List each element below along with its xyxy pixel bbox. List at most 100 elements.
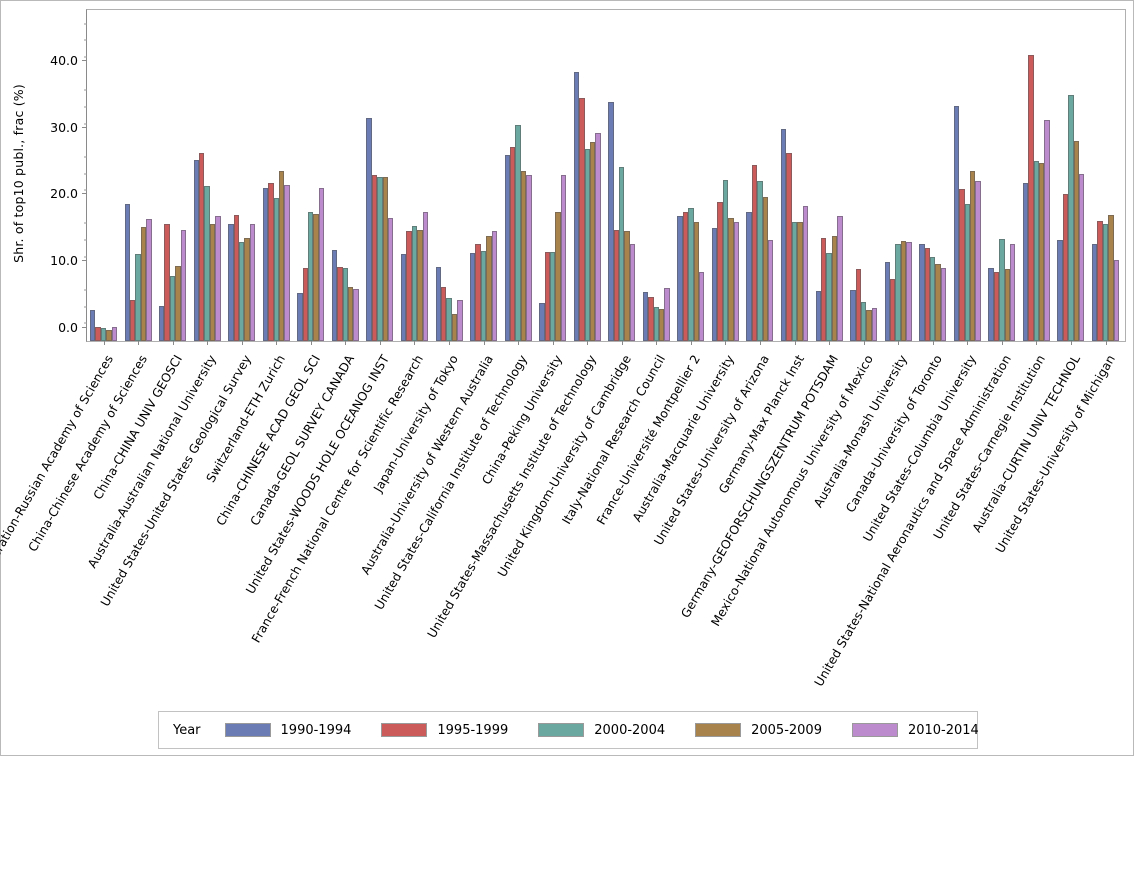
legend-color-swatch bbox=[225, 723, 271, 737]
bar[interactable] bbox=[803, 206, 808, 341]
x-axis-label: Canada-GEOL SURVEY CANADA bbox=[45, 353, 357, 879]
bar[interactable] bbox=[492, 231, 497, 341]
bar[interactable] bbox=[526, 175, 531, 341]
bar-group bbox=[885, 10, 912, 341]
legend-title: Year bbox=[173, 723, 201, 738]
bar[interactable] bbox=[112, 327, 117, 341]
x-axis-tick-mark bbox=[760, 341, 761, 345]
x-axis-tick-mark bbox=[622, 341, 623, 345]
x-axis-tick-mark bbox=[725, 341, 726, 345]
x-axis-label: China-Chinese Academy of Sciences bbox=[0, 353, 150, 879]
bar[interactable] bbox=[146, 219, 151, 341]
bar[interactable] bbox=[768, 240, 773, 341]
x-axis-label: France-Université Montpellier 2 bbox=[391, 353, 703, 879]
y-axis-tick-mark bbox=[82, 127, 87, 128]
x-axis-label: Germany-Max Planck Inst bbox=[494, 353, 806, 879]
bar-group bbox=[332, 10, 359, 341]
x-axis-label: Australia-Australian National University bbox=[0, 353, 219, 879]
bar-group bbox=[194, 10, 221, 341]
bar-group bbox=[608, 10, 635, 341]
x-axis-label: Russian Federation-Russian Academy of Sc… bbox=[0, 353, 116, 879]
bar-group bbox=[677, 10, 704, 341]
bar-group bbox=[436, 10, 463, 341]
x-axis-tick-mark bbox=[1036, 341, 1037, 345]
bar[interactable] bbox=[181, 230, 186, 341]
bar-group bbox=[919, 10, 946, 341]
bar[interactable] bbox=[699, 272, 704, 341]
x-axis-tick-mark bbox=[311, 341, 312, 345]
x-axis-label: China-Peking University bbox=[253, 353, 565, 879]
y-axis-minor-tick bbox=[84, 23, 87, 24]
legend-entries: 1990-1994 1995-1999 2000-2004 2005-2009 2010… bbox=[225, 723, 1009, 738]
bar[interactable] bbox=[215, 216, 220, 341]
y-axis-minor-tick bbox=[84, 40, 87, 41]
x-axis-tick-mark bbox=[656, 341, 657, 345]
chart-legend: Year 1990-1994 1995-1999 2000-2004 2005-200… bbox=[158, 711, 978, 749]
y-axis-tick: 40.0 bbox=[50, 54, 87, 68]
y-axis-minor-tick bbox=[84, 156, 87, 157]
legend-entry[interactable]: 2005-2009 bbox=[695, 723, 822, 738]
bar[interactable] bbox=[1010, 244, 1015, 341]
y-axis-minor-tick bbox=[84, 306, 87, 307]
x-axis-tick-mark bbox=[691, 341, 692, 345]
bar-group bbox=[574, 10, 601, 341]
y-axis-tick: 0.0 bbox=[58, 320, 87, 334]
bar[interactable] bbox=[353, 289, 358, 341]
bar-group bbox=[1092, 10, 1119, 341]
x-axis-label: United States-Columbia University bbox=[667, 353, 979, 879]
bar-group bbox=[159, 10, 186, 341]
x-axis-tick-mark bbox=[967, 341, 968, 345]
bar-group bbox=[297, 10, 324, 341]
y-axis-minor-tick bbox=[84, 290, 87, 291]
legend-color-swatch bbox=[695, 723, 741, 737]
bar[interactable] bbox=[388, 218, 393, 341]
y-axis-minor-tick bbox=[84, 56, 87, 57]
legend-entry[interactable]: 2010-2014 bbox=[852, 723, 979, 738]
x-axis-tick-mark bbox=[380, 341, 381, 345]
bar[interactable] bbox=[941, 268, 946, 341]
x-axis-label: Australia-University of Western Australi… bbox=[184, 353, 496, 879]
x-axis-tick-mark bbox=[138, 341, 139, 345]
bar-group bbox=[505, 10, 532, 341]
bar[interactable] bbox=[319, 188, 324, 341]
y-axis-minor-tick bbox=[84, 90, 87, 91]
legend-label: 1995-1999 bbox=[437, 723, 508, 738]
bar[interactable] bbox=[1044, 120, 1049, 341]
bar[interactable] bbox=[837, 216, 842, 341]
x-axis-tick-mark bbox=[795, 341, 796, 345]
bar[interactable] bbox=[872, 308, 877, 341]
bar-group bbox=[470, 10, 497, 341]
y-axis-minor-tick bbox=[84, 223, 87, 224]
legend-label: 1990-1994 bbox=[281, 723, 352, 738]
y-axis-minor-tick bbox=[84, 256, 87, 257]
bar[interactable] bbox=[457, 300, 462, 341]
bar[interactable] bbox=[1079, 174, 1084, 341]
legend-label: 2000-2004 bbox=[594, 723, 665, 738]
bar[interactable] bbox=[423, 212, 428, 341]
legend-label: 2010-2014 bbox=[908, 723, 979, 738]
bar[interactable] bbox=[664, 288, 669, 341]
bar-group bbox=[643, 10, 670, 341]
x-axis-tick-mark bbox=[1071, 341, 1072, 345]
legend-entry[interactable]: 1995-1999 bbox=[381, 723, 508, 738]
bar[interactable] bbox=[250, 224, 255, 341]
bar[interactable] bbox=[561, 175, 566, 342]
bar-group bbox=[746, 10, 773, 341]
x-axis-label: United States-Massachusetts Institute of… bbox=[287, 353, 599, 879]
legend-entry[interactable]: 2000-2004 bbox=[538, 723, 665, 738]
legend-entry[interactable]: 1990-1994 bbox=[225, 723, 352, 738]
bar[interactable] bbox=[595, 133, 600, 341]
bar[interactable] bbox=[1114, 260, 1119, 341]
x-axis-label: United States-Carnegie Institution bbox=[736, 353, 1048, 879]
bar[interactable] bbox=[284, 185, 289, 342]
bar[interactable] bbox=[906, 242, 911, 341]
y-axis-title: Shr. of top10 publ., frac (%) bbox=[5, 1, 31, 346]
x-axis-tick-mark bbox=[173, 341, 174, 345]
bar-group bbox=[366, 10, 393, 341]
bar[interactable] bbox=[734, 222, 739, 341]
bar[interactable] bbox=[975, 181, 980, 341]
bar[interactable] bbox=[630, 244, 635, 341]
x-axis-tick-mark bbox=[898, 341, 899, 345]
y-axis-tick: 50.0 bbox=[50, 0, 87, 1]
y-axis-tick: 20.0 bbox=[50, 187, 87, 201]
